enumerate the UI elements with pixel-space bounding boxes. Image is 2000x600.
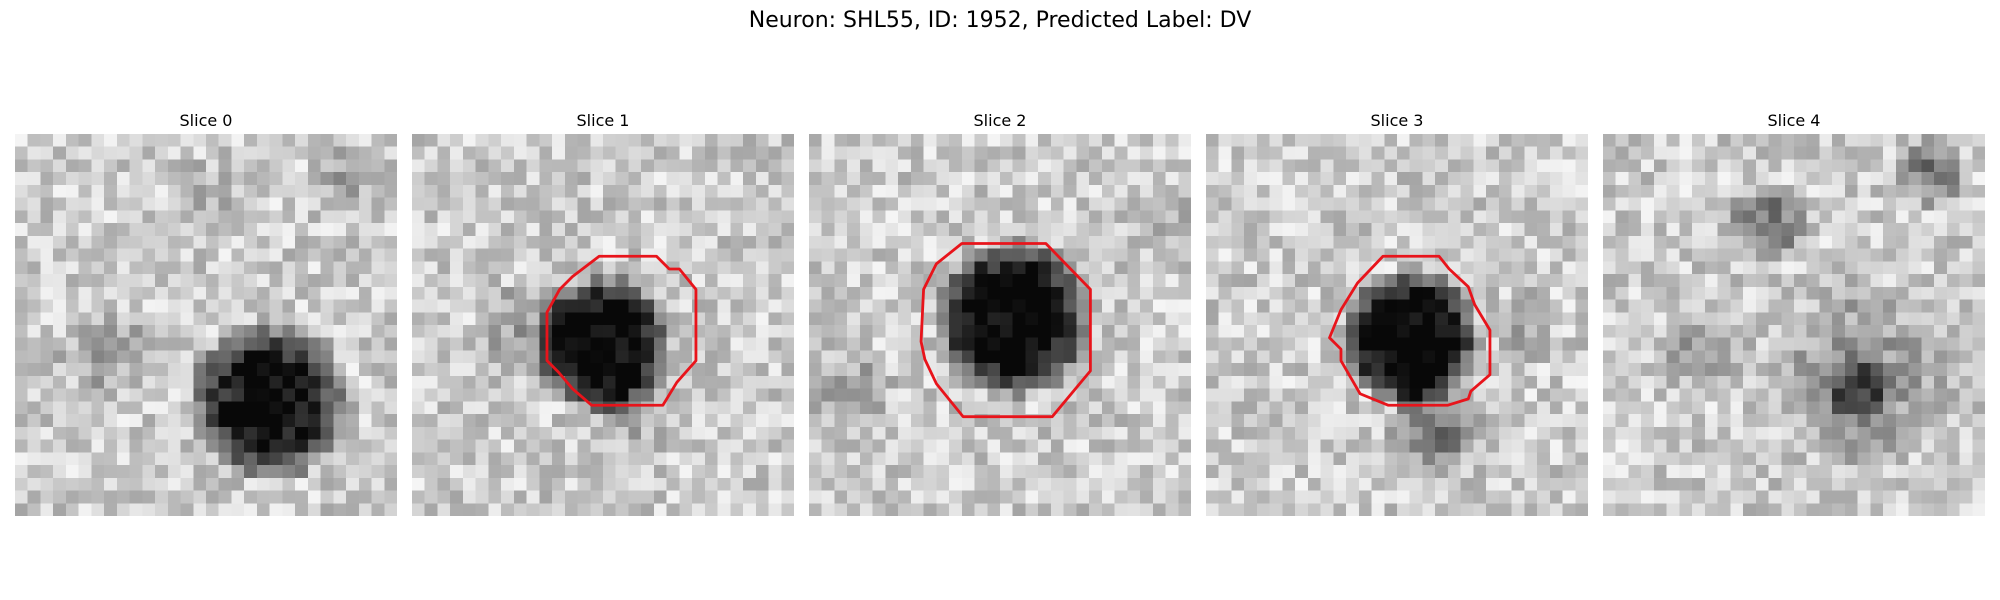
slice-title-2: Slice 2 [973,111,1027,130]
roi-contour [1328,254,1492,407]
slice-panel-1: Slice 1 [412,108,794,516]
slice-panel-3: Slice 3 [1206,108,1588,516]
slice-image-4 [1603,134,1985,516]
slice-image-1 [412,134,794,516]
slice-panel-4: Slice 4 [1603,108,1985,516]
roi-contour [545,254,698,407]
slice-image-0 [15,134,397,516]
slice-panel-2: Slice 2 [809,108,1191,516]
slice-title-1: Slice 1 [576,111,630,130]
slice-image-2 [809,134,1191,516]
figure-title: Neuron: SHL55, ID: 1952, Predicted Label… [748,8,1252,33]
slice-title-3: Slice 3 [1370,111,1424,130]
slice-panel-0: Slice 0 [15,108,397,516]
slice-image-3 [1206,134,1588,516]
slice-title-0: Slice 0 [179,111,233,130]
roi-contour [919,242,1092,419]
slice-title-4: Slice 4 [1767,111,1821,130]
